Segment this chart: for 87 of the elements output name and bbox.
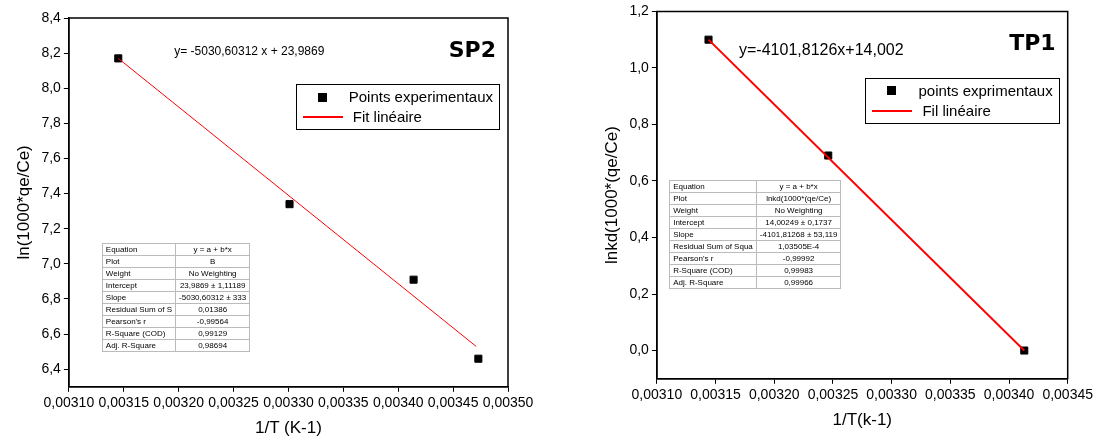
annotation: Weight	[102, 267, 176, 280]
y-tick-label: 6,6	[41, 324, 62, 341]
x-tick-label: 0,00310	[43, 394, 95, 411]
y-tick-label: 7,2	[41, 219, 62, 236]
annotation: Equation	[102, 243, 176, 256]
x-tick-label: 0,00315	[690, 386, 742, 403]
annotation: -4101,81268 ± 53,119	[756, 228, 841, 241]
annotation: 1,03505E-4	[756, 240, 841, 253]
annotation: Residual Sum of S	[102, 303, 176, 316]
x-axis-title: 1/T (K-1)	[255, 418, 322, 438]
annotation: y= -5030,60312 x + 23,9869	[174, 43, 325, 58]
y-tick-label: 7,8	[41, 114, 62, 131]
legend-label: Fit linéaire	[351, 107, 423, 128]
annotation: -0,99564	[175, 315, 250, 328]
annotation: No Weighting	[175, 267, 250, 280]
y-tick-label: 0,0	[629, 341, 650, 358]
annotation: No Weighting	[756, 204, 841, 217]
annotation: 0,99983	[756, 264, 841, 277]
y-tick-label: 7,6	[41, 149, 62, 166]
annotation: -0,99992	[756, 252, 841, 265]
annotation: Pearson's r	[669, 252, 757, 265]
point	[114, 54, 123, 63]
y-tick-label: 0,8	[629, 115, 650, 132]
annotation: Slope	[102, 291, 176, 304]
y-tick-label: 0,4	[629, 228, 650, 245]
annotation: y=-4101,8126x+14,002	[739, 40, 904, 59]
x-tick-label: 0,00340	[983, 386, 1035, 403]
x-tick-label: 0,00325	[807, 386, 859, 403]
annotation: R-Square (COD)	[669, 264, 757, 277]
text: TP1	[1009, 30, 1056, 56]
x-tick-label: 0,00345	[1042, 386, 1094, 403]
y-tick-label: 0,2	[629, 284, 650, 301]
x-tick-label: 0,00330	[866, 386, 918, 403]
annotation: 14,00249 ± 0,1737	[756, 216, 841, 229]
x-tick-label: 0,00310	[631, 386, 683, 403]
legend-label: points exprimentaux	[917, 80, 1053, 101]
y-tick-label: 1,2	[629, 2, 650, 19]
x-tick-label: 0,00320	[153, 394, 205, 411]
y-tick-label: 6,8	[41, 289, 62, 306]
point	[409, 275, 418, 284]
annotation: lnkd(1000*(qe/Ce)	[756, 192, 841, 205]
y-axis-title: ln(1000*qe/Ce)	[13, 145, 33, 260]
annotation: y = a + b*x	[756, 180, 841, 193]
annotation: Slope	[669, 228, 757, 241]
y-tick-label: 0,6	[629, 171, 650, 188]
x-tick-label: 0,00350	[482, 394, 534, 411]
annotation: Plot	[669, 192, 757, 205]
annotation: 0,99129	[175, 327, 250, 340]
annotation: R-Square (COD)	[102, 327, 176, 340]
x-tick-label: 0,00320	[748, 386, 800, 403]
annotation: Equation	[669, 180, 757, 193]
y-axis-title: lnkd(1000*(qe/Ce)	[601, 126, 621, 265]
x-tick-label: 0,00315	[98, 394, 150, 411]
annotation: -5030,60312 ± 333	[175, 291, 250, 304]
x-tick-label: 0,00325	[208, 394, 260, 411]
annotation: Pearson's r	[102, 315, 176, 328]
annotation: Intercept	[669, 216, 757, 229]
annotation: Residual Sum of Squa	[669, 240, 757, 253]
annotation: Plot	[102, 255, 176, 268]
x-tick-label: 0,00335	[925, 386, 976, 403]
annotation: 0,99966	[756, 276, 841, 289]
x-tick-label: 0,00340	[372, 394, 424, 411]
y-tick-label: 8,2	[41, 43, 62, 60]
annotation: 23,9869 ± 1,11189	[175, 279, 250, 292]
x-tick-label: 0,00335	[318, 394, 369, 411]
annotation: 0,01386	[175, 303, 250, 316]
annotation: Adj. R-Square	[669, 276, 757, 289]
legend-label: Points experimentaux	[347, 87, 493, 108]
y-tick-label: 8,0	[41, 79, 62, 96]
annotation: 0,98694	[175, 339, 250, 352]
y-tick-label: 1,0	[629, 58, 650, 75]
point	[474, 354, 483, 363]
text: SP2	[448, 36, 496, 62]
annotation: Weight	[669, 204, 757, 217]
y-tick-label: 7,0	[41, 254, 62, 271]
point	[285, 200, 294, 209]
y-tick-label: 8,4	[41, 8, 62, 25]
x-tick-label: 0,00330	[263, 394, 314, 411]
y-tick-label: 7,4	[41, 184, 62, 201]
x-tick-label: 0,00345	[427, 394, 479, 411]
annotation: B	[175, 255, 250, 268]
y-tick-label: 6,4	[41, 360, 62, 377]
x-axis-title: 1/T(k-1)	[832, 410, 893, 430]
legend-label: Fil linéaire	[921, 100, 992, 121]
annotation: Intercept	[102, 279, 176, 292]
annotation: y = a + b*x	[175, 243, 250, 256]
annotation: Adj. R-Square	[102, 339, 176, 352]
